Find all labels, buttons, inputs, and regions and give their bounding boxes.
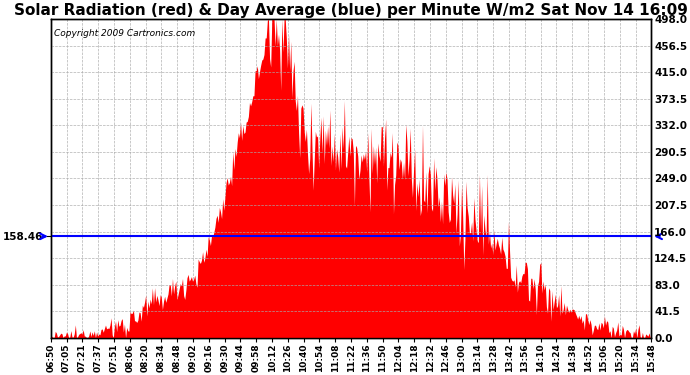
Title: Solar Radiation (red) & Day Average (blue) per Minute W/m2 Sat Nov 14 16:09: Solar Radiation (red) & Day Average (blu… [14, 3, 688, 18]
Text: Copyright 2009 Cartronics.com: Copyright 2009 Cartronics.com [54, 28, 195, 38]
